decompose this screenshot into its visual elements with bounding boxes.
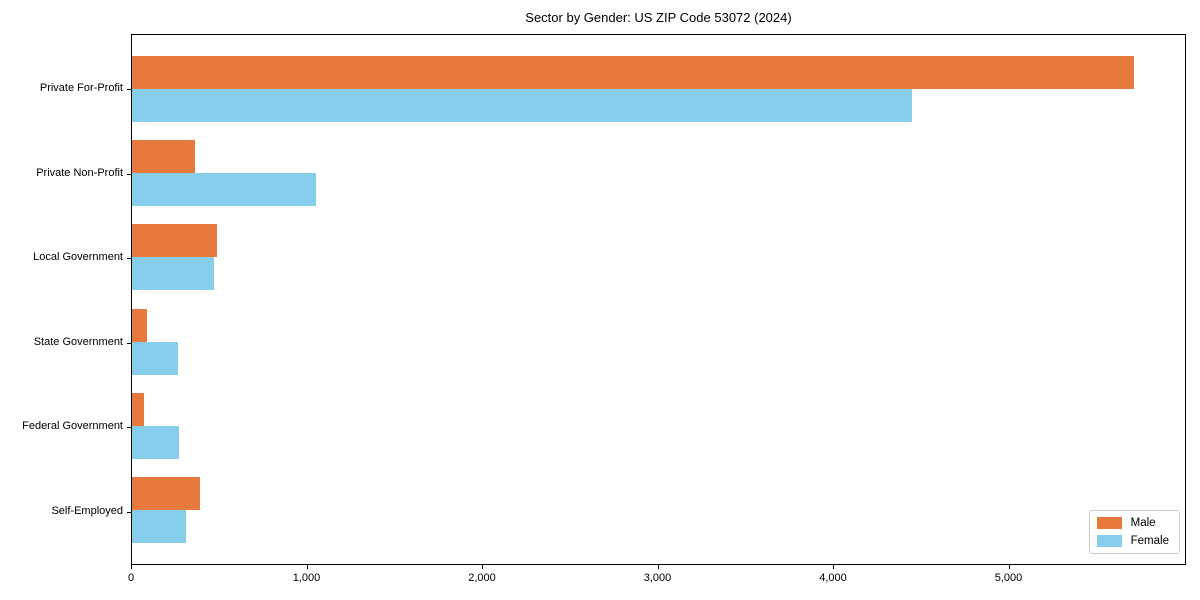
y-tick-mark xyxy=(127,342,131,344)
bar-male xyxy=(132,308,147,342)
legend-label: Male xyxy=(1130,517,1156,529)
bar-female xyxy=(132,341,178,375)
y-axis-label: Private For-Profit xyxy=(39,82,123,95)
x-tick-label: 5,000 xyxy=(994,572,1023,584)
y-tick-mark xyxy=(127,173,131,175)
x-tick-mark xyxy=(131,565,132,569)
y-tick-mark xyxy=(127,511,131,513)
y-axis-label: Local Government xyxy=(33,251,123,264)
x-tick-mark xyxy=(482,565,483,569)
y-axis-label: Self-Employed xyxy=(51,504,123,517)
bar-male xyxy=(132,224,218,258)
x-tick-mark xyxy=(833,565,834,569)
y-axis-label: Federal Government xyxy=(22,420,123,433)
plot-area: Male Female xyxy=(127,34,1186,565)
x-tick-mark xyxy=(306,565,308,569)
bar-group xyxy=(132,131,1185,215)
bar-female xyxy=(132,425,179,459)
legend-label: Female xyxy=(1130,535,1169,547)
bar-group xyxy=(132,384,1185,468)
bar-group xyxy=(132,215,1185,299)
x-tick-mark xyxy=(657,565,659,569)
bar-female xyxy=(132,509,187,543)
chart-title: Sector by Gender: US ZIP Code 53072 (202… xyxy=(525,10,792,25)
legend-swatch-female xyxy=(1096,535,1122,547)
x-tick-label: 4,000 xyxy=(819,572,847,584)
bar-male xyxy=(132,56,1135,90)
legend-swatch-male xyxy=(1096,517,1122,529)
bar-rows xyxy=(132,35,1185,564)
y-tick-mark xyxy=(127,258,131,260)
bar-male xyxy=(132,476,201,510)
bar-female xyxy=(132,173,317,207)
x-tick-label: 0 xyxy=(127,572,135,584)
bar-group xyxy=(132,468,1185,552)
bar-male xyxy=(132,392,145,426)
x-tick-label: 2,000 xyxy=(468,572,496,584)
legend: Male Female xyxy=(1088,510,1180,554)
y-axis-labels: Private For-Profit Private Non-Profit Loca… xyxy=(0,34,123,565)
y-axis-label: State Government xyxy=(33,335,123,348)
x-tick-label: 1,000 xyxy=(292,572,321,584)
x-tick-label: 3,000 xyxy=(643,572,672,584)
bar-group xyxy=(132,47,1185,131)
bar-female xyxy=(132,257,214,291)
y-axis-label: Private Non-Profit xyxy=(36,166,123,179)
bar-male xyxy=(132,140,196,174)
y-tick-mark xyxy=(127,427,131,429)
bar-group xyxy=(132,300,1185,384)
legend-entry-female: Female xyxy=(1096,535,1169,547)
y-tick-mark xyxy=(127,89,131,91)
bar-female xyxy=(132,89,913,123)
x-tick-mark xyxy=(1008,565,1010,569)
legend-entry-male: Male xyxy=(1096,517,1169,529)
